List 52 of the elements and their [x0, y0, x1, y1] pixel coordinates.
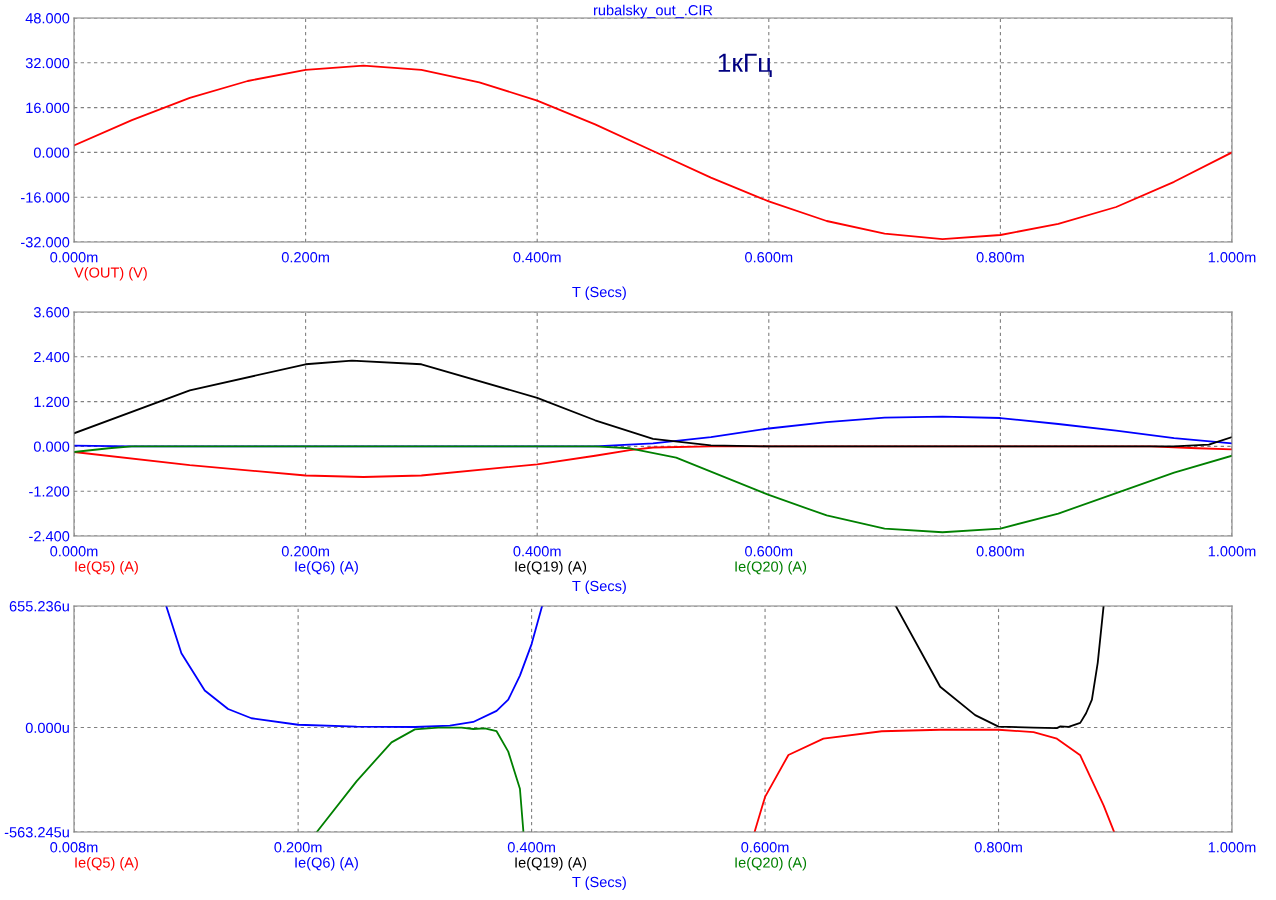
y-tick-label: 3.600 [33, 307, 70, 318]
line-series [74, 359, 1232, 448]
x-axis-title: T (Secs) [572, 876, 626, 891]
y-tick-label: 2.400 [34, 351, 70, 363]
text: Ie(Q20) (A) [735, 857, 807, 871]
x-tick-label: 0.600m [745, 252, 793, 263]
x-tick-label: 0.800m [976, 252, 1024, 263]
line-series [894, 606, 1105, 729]
x-tick-label: 0.800m [976, 546, 1024, 557]
y-tick-label: 16.000 [26, 102, 70, 114]
annotation: 1кГц [718, 53, 772, 78]
text: Ie(Q20) (A) [735, 561, 807, 575]
x-tick-label: 0.400m [513, 252, 561, 263]
y-tick-label: 0.000 [33, 441, 70, 452]
text: Ie(Q6) (A) [295, 857, 358, 871]
x-tick-label: 1.000m [1208, 252, 1256, 263]
y-tick-label: -563.245u [4, 827, 69, 838]
line-series [165, 606, 544, 728]
y-tick-label: 32.000 [25, 57, 70, 69]
text: Ie(Q5) (A) [75, 561, 138, 575]
y-tick-label: -1.200 [29, 486, 70, 497]
y-tick-label: 1.200 [34, 396, 70, 408]
x-tick-label: 0.400m [507, 842, 555, 853]
x-tick-label: 0.200m [281, 252, 329, 263]
y-tick-label: 655.236u [9, 601, 69, 612]
line-series [753, 728, 1116, 832]
text: Ie(Q19) (A) [515, 561, 587, 575]
x-axis-title: T (Secs) [572, 580, 626, 595]
x-tick-label: 0.600m [741, 842, 789, 853]
y-tick-label: 48.000 [25, 13, 70, 24]
text: Ie(Q19) (A) [515, 857, 587, 871]
x-tick-label: 0.800m [974, 842, 1022, 853]
x-tick-label: 1.000m [1208, 842, 1256, 853]
y-tick-label: 0.000 [33, 147, 70, 158]
x-tick-label: 0.400m [513, 546, 561, 557]
y-tick-label: -16.000 [21, 192, 70, 203]
text: Ie(Q5) (A) [75, 857, 138, 871]
x-tick-label: 0.600m [745, 546, 793, 557]
chart-title: rubalsky_out_.CIR [593, 4, 713, 19]
x-tick-label: 0.000m [50, 252, 98, 263]
text: V(OUT) (V) [74, 267, 147, 281]
text: Ie(Q6) (A) [295, 561, 358, 575]
line-series [315, 726, 525, 832]
x-tick-label: 0.008m [50, 842, 98, 853]
x-tick-label: 1.000m [1208, 546, 1256, 557]
x-tick-label: 0.200m [274, 842, 322, 853]
y-tick-label: -2.400 [29, 531, 70, 542]
x-tick-label: 0.000m [50, 546, 98, 557]
y-tick-label: 0.000u [25, 722, 69, 733]
y-tick-label: -32.000 [21, 237, 70, 248]
x-tick-label: 0.200m [281, 546, 329, 557]
x-axis-title: T (Secs) [572, 286, 626, 301]
